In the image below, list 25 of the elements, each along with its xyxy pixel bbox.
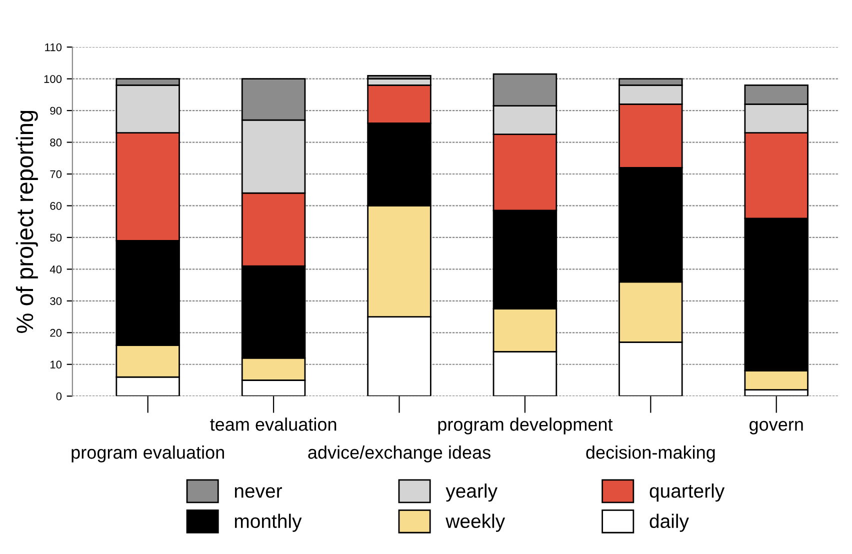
legend-label: monthly (234, 514, 302, 532)
y-tick-label: 80 (50, 138, 62, 146)
y-tick-label: 100 (44, 75, 62, 83)
legend-label: quarterly (650, 484, 725, 502)
x-tick-label: govern (750, 420, 803, 434)
x-tick-label: program development (438, 418, 613, 434)
y-tick-label: 20 (50, 328, 62, 337)
y-axis-title: % of project reporting (16, 110, 38, 333)
y-tick-label: 40 (50, 265, 62, 274)
legend-label: yearly (446, 484, 498, 502)
legend-label: never (234, 487, 282, 498)
x-tick-label: team evaluation (210, 418, 336, 431)
y-tick-label: 30 (50, 297, 62, 306)
y-tick-label: 0 (56, 392, 62, 400)
legend-label: weekly (446, 514, 506, 532)
y-tick-label: 60 (50, 202, 62, 210)
y-tick-label: 70 (50, 170, 62, 178)
x-tick-label: decision-making (586, 446, 715, 462)
y-tick-label: 10 (50, 360, 62, 369)
legend-label: daily (650, 514, 689, 532)
y-tick-label: 90 (50, 106, 62, 115)
y-tick-label: 110 (45, 43, 62, 52)
y-tick-label: 50 (50, 234, 62, 242)
x-tick-label: program evaluation (72, 446, 224, 462)
x-tick-label: advice/exchange ideas (308, 446, 490, 462)
